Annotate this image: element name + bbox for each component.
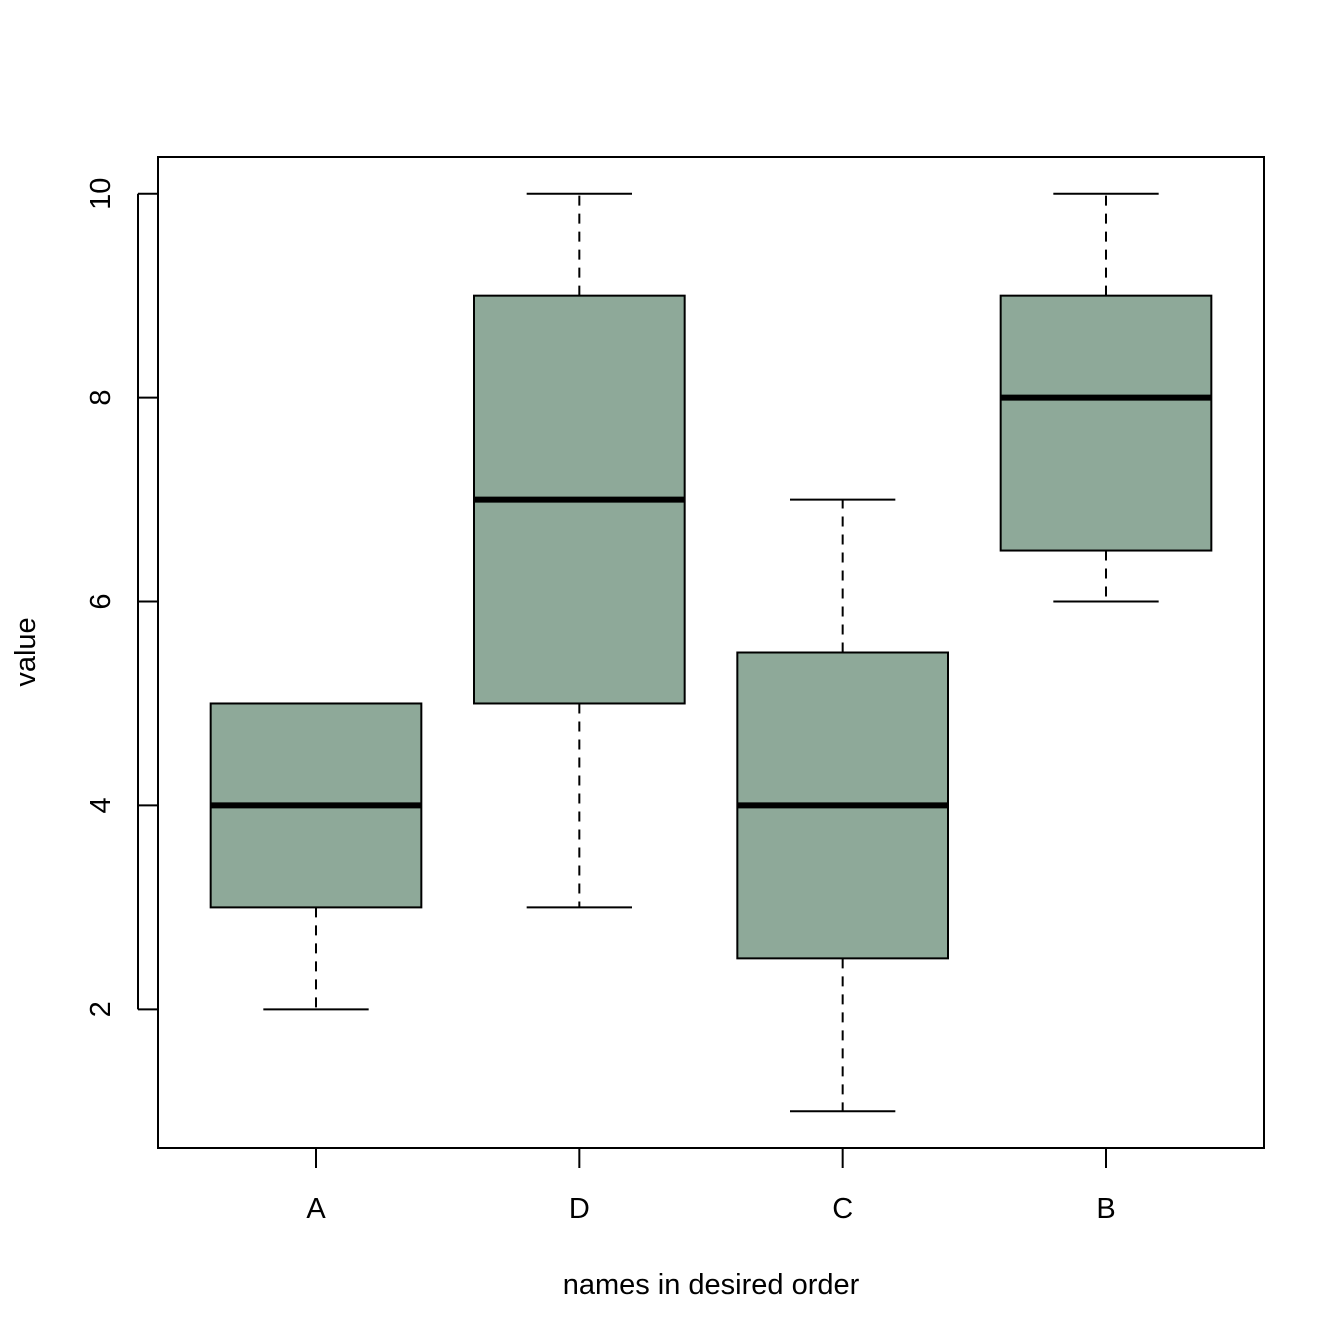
plot-frame <box>157 156 1265 1149</box>
x-tick-label-c: C <box>832 1193 853 1225</box>
y-tick-label-8: 8 <box>85 390 117 406</box>
y-tick-label-6: 6 <box>85 593 117 609</box>
x-axis-title: names in desired order <box>563 1269 860 1301</box>
y-tick-label-2: 2 <box>85 1001 117 1017</box>
x-tick-label-b: B <box>1096 1193 1115 1225</box>
box-group-c <box>736 498 949 1113</box>
y-tick-label-4: 4 <box>85 797 117 813</box>
x-tick-label-d: D <box>569 1193 590 1225</box>
y-tick-label-10: 10 <box>85 178 117 210</box>
box-group-d <box>473 192 686 909</box>
y-axis-title: value <box>10 617 42 686</box>
y-axis: 2 4 6 8 10 <box>85 178 158 1017</box>
boxes-layer <box>209 192 1213 1113</box>
x-tick-label-a: A <box>306 1193 326 1225</box>
box-group-a <box>209 702 423 1011</box>
box-group-b <box>999 192 1213 603</box>
box-b <box>999 294 1213 552</box>
